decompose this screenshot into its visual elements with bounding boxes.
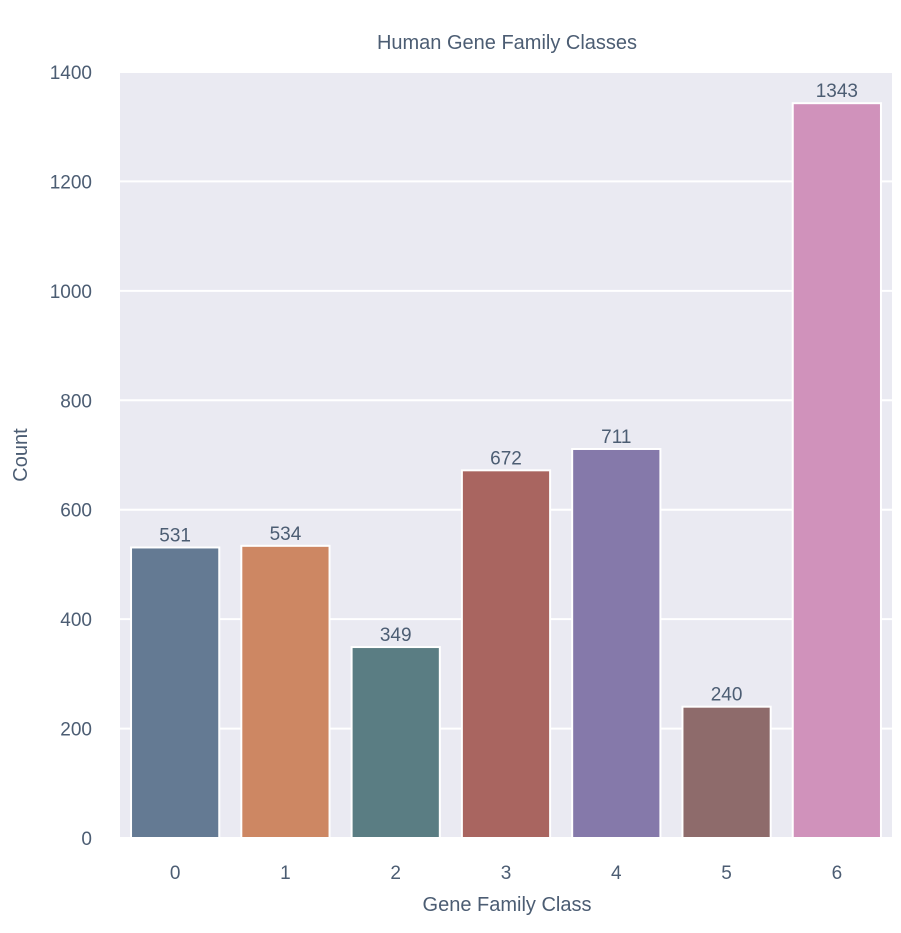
bar-class-0 bbox=[130, 546, 221, 840]
bar-class-3 bbox=[460, 469, 552, 839]
bar-class-6 bbox=[791, 102, 882, 840]
x-axis-label: Gene Family Class bbox=[423, 894, 592, 916]
y-tick-label: 800 bbox=[60, 391, 92, 412]
x-tick-label: 0 bbox=[170, 863, 181, 884]
bar-value-label: 349 bbox=[380, 625, 412, 646]
bar-value-label: 711 bbox=[601, 427, 631, 448]
y-axis-label: Count bbox=[10, 428, 32, 482]
bar-class-5 bbox=[681, 705, 772, 840]
y-tick-label: 1200 bbox=[50, 172, 92, 193]
x-tick-label: 5 bbox=[721, 863, 732, 884]
bar-value-label: 240 bbox=[711, 685, 743, 706]
bar-class-1 bbox=[240, 544, 331, 840]
x-tick-label: 4 bbox=[611, 863, 622, 884]
x-axis-ticks: 0 1 2 3 4 5 6 bbox=[170, 863, 842, 884]
y-tick-label: 400 bbox=[60, 610, 92, 631]
value-labels: 531 534 349 672 711 240 1343 bbox=[159, 81, 858, 705]
chart-title: Human Gene Family Classes bbox=[377, 32, 637, 54]
bar-value-label: 531 bbox=[159, 525, 191, 546]
bar-value-label: 534 bbox=[270, 524, 302, 545]
bars bbox=[130, 102, 882, 840]
x-tick-label: 3 bbox=[501, 863, 512, 884]
y-axis-ticks: 0 200 400 600 800 1000 1200 1400 bbox=[50, 63, 92, 850]
x-tick-label: 6 bbox=[832, 863, 843, 884]
x-tick-label: 2 bbox=[390, 863, 401, 884]
x-tick-label: 1 bbox=[280, 863, 291, 884]
y-tick-label: 200 bbox=[60, 720, 92, 741]
y-tick-label: 1400 bbox=[50, 63, 92, 84]
y-tick-label: 1000 bbox=[50, 282, 92, 303]
bar-class-2 bbox=[350, 646, 441, 839]
bar-value-label: 1343 bbox=[816, 81, 858, 102]
bar-value-label: 672 bbox=[490, 448, 522, 469]
y-tick-label: 0 bbox=[81, 829, 92, 850]
y-tick-label: 600 bbox=[60, 501, 92, 522]
bar-class-4 bbox=[571, 447, 662, 839]
